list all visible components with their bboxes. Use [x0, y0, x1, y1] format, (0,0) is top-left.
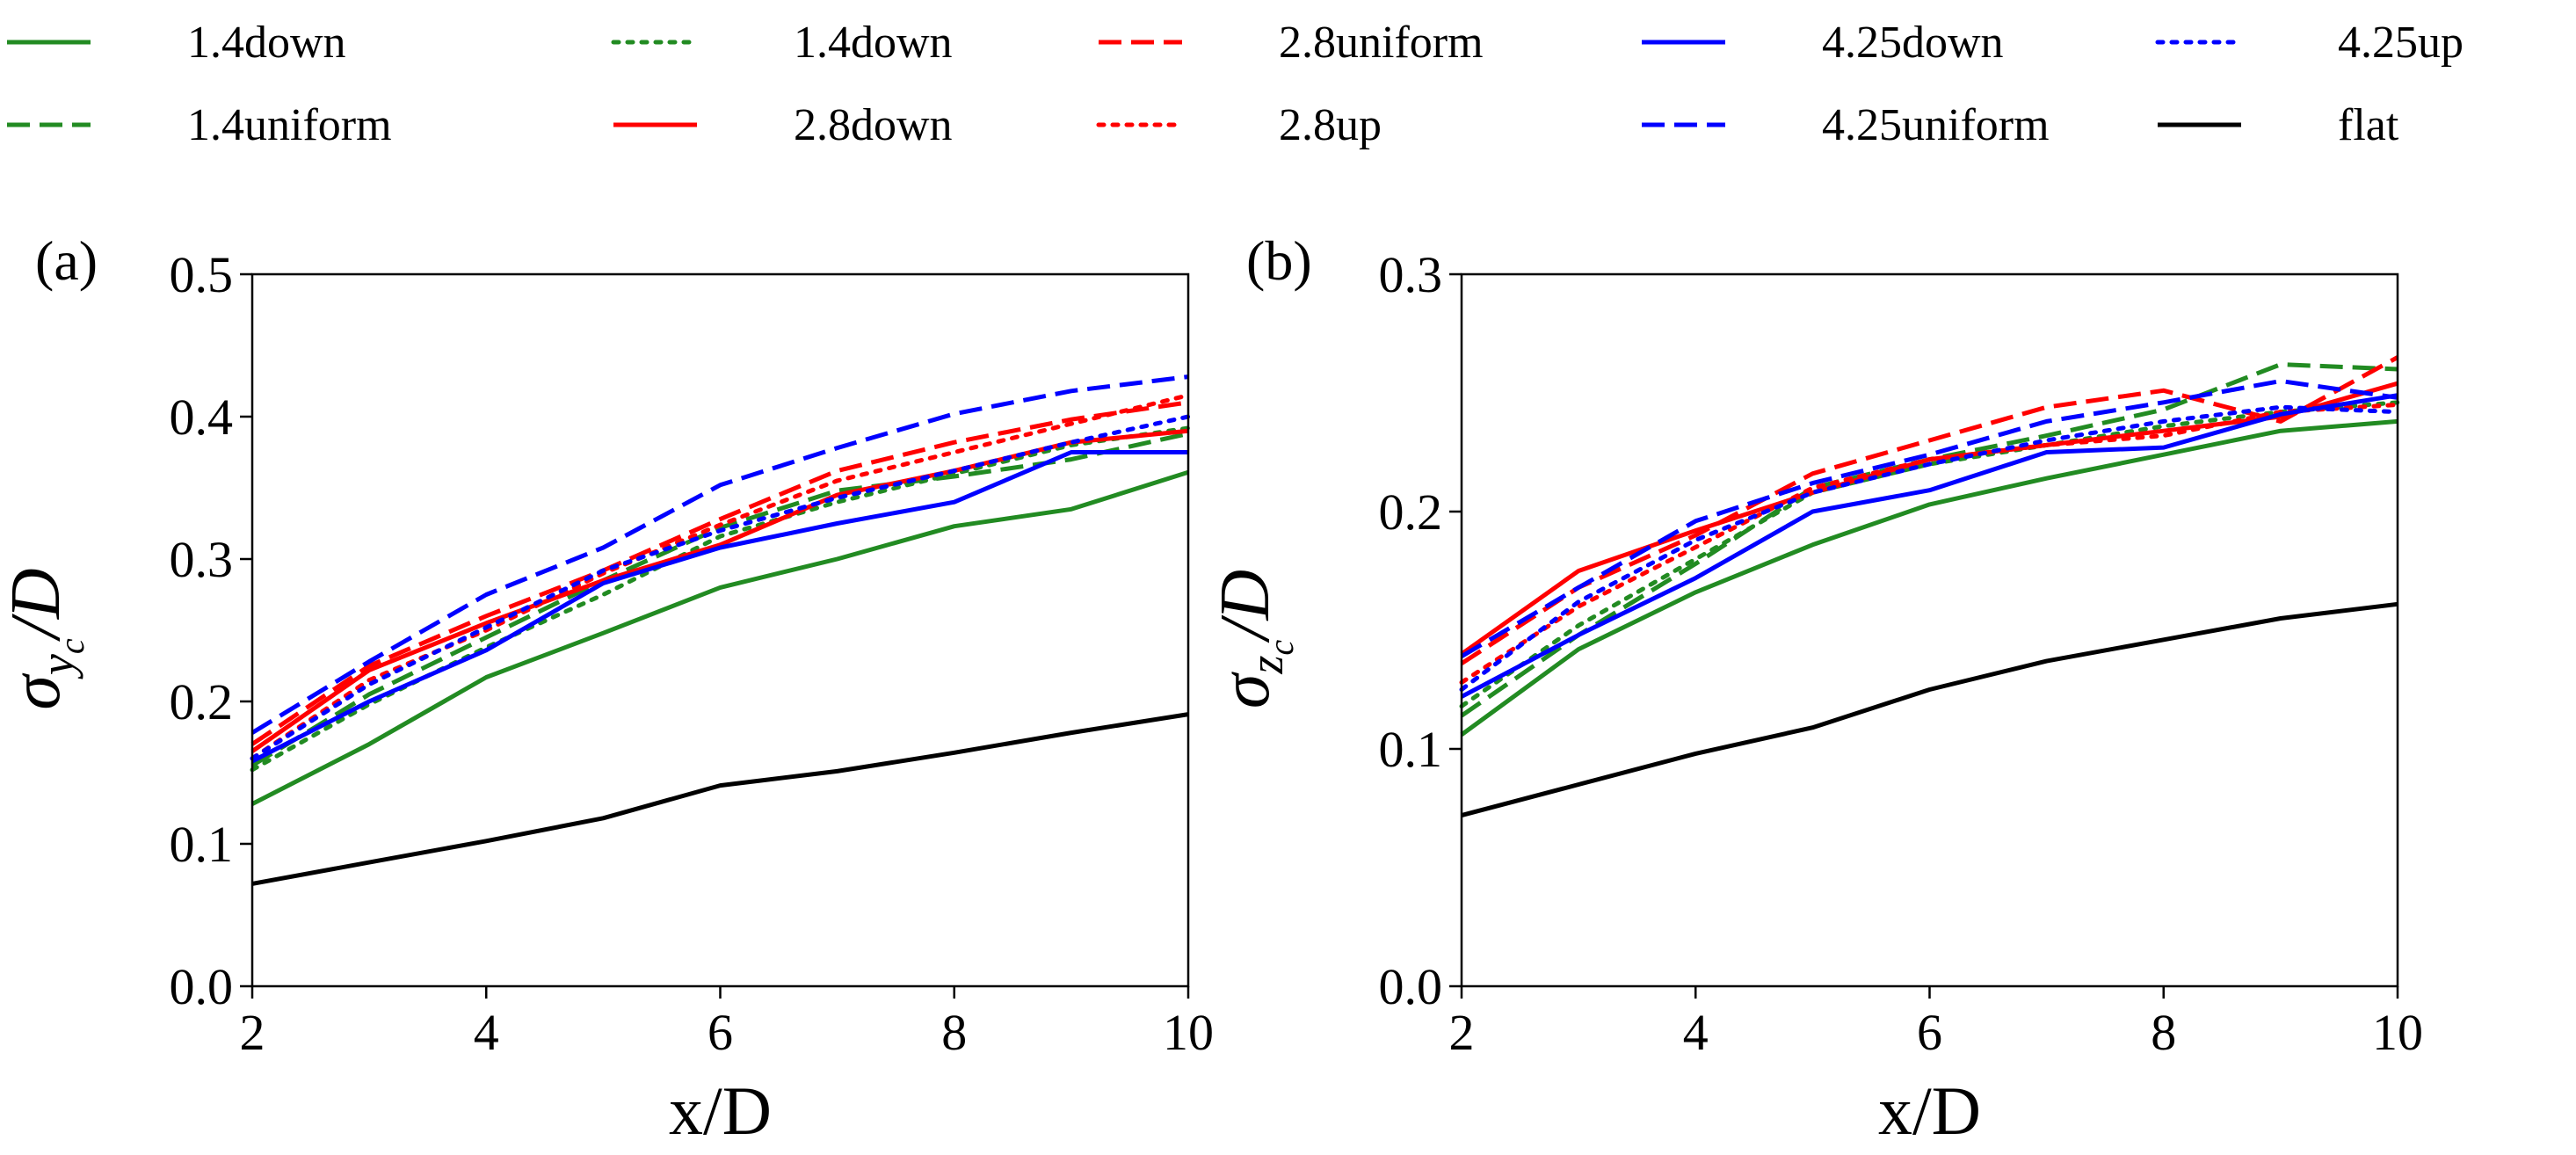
series-line-flat-solid — [1461, 601, 2398, 818]
axes-frame — [250, 272, 1190, 988]
y-tick-label: 0.4 — [170, 389, 234, 446]
x-tick-label: 4 — [1683, 1004, 1709, 1061]
x-tick-label: 2 — [1449, 1004, 1475, 1061]
x-tick-label: 8 — [2151, 1004, 2176, 1061]
y-tick-label: 0.1 — [170, 816, 234, 873]
legend-item-2-8down-solid: 2.8down — [613, 100, 953, 150]
legend-item-4-25uniform-dashed: 4.25uniform — [1642, 100, 2050, 150]
legend-item-4-25down-solid: 4.25down — [1642, 18, 2004, 68]
panel-label: (a) — [35, 229, 98, 292]
y-tick-label: 0.0 — [170, 958, 234, 1015]
legend-label: 4.25down — [1822, 18, 2004, 68]
x-tick-label: 10 — [1163, 1004, 1214, 1061]
series-line-1-4down-dotted — [1459, 400, 2400, 708]
y-label-symbol: σ — [1207, 672, 1284, 708]
y-label-rest: /D — [1207, 570, 1284, 643]
legend-label: 1.4uniform — [187, 100, 392, 150]
series-line-2-8down-solid — [250, 428, 1189, 753]
y-tick-label: 0.1 — [1379, 721, 1443, 778]
y-tick-label: 0.2 — [1379, 483, 1443, 541]
legend-label: 1.4down — [187, 18, 346, 68]
legend-item-1-4down-dotted: 1.4down — [611, 18, 953, 68]
x-tick-label: 4 — [474, 1004, 499, 1061]
x-tick-label: 10 — [2372, 1004, 2423, 1061]
panel-label: (b) — [1246, 229, 1312, 292]
legend-item-2-8up-dotted: 2.8up — [1096, 100, 1382, 150]
y-label-subscript: y — [31, 654, 83, 679]
legend-label: flat — [2338, 100, 2399, 150]
legend-label: 2.8uniform — [1279, 18, 1484, 68]
y-axis-label: σzc/D — [1207, 570, 1301, 708]
x-tick-label: 8 — [941, 1004, 967, 1061]
panel-b-chart: 2 4 6 8 10 0.0 0.1 0.2 0.3 x/D σzc/D (b) — [1207, 229, 2423, 1149]
series-line-2-8uniform-dashed — [250, 400, 1189, 746]
x-tick-label: 2 — [240, 1004, 265, 1061]
legend-label: 2.8up — [1279, 100, 1382, 150]
series-line-2-8up-dotted — [1459, 403, 2400, 685]
legend: 1.4down 1.4down 2.8uniform 4.25down 4.25up 1.… — [7, 18, 2464, 150]
legend-label: 2.8down — [794, 100, 953, 150]
y-tick-label: 0.2 — [170, 673, 234, 730]
y-label-subsubscript: c — [52, 638, 91, 654]
series-line-4-25up-dotted — [250, 414, 1191, 761]
y-tick-label: 0.3 — [1379, 246, 1443, 303]
y-label-subscript: z — [1240, 656, 1293, 675]
legend-label: 4.25uniform — [1822, 100, 2050, 150]
x-tick-label: 6 — [707, 1004, 733, 1061]
panel-a-chart: 2 4 6 8 10 0.0 0.1 0.2 0.3 0.4 0.5 x/D σyc/D (a) — [0, 229, 1214, 1149]
legend-label: 1.4down — [794, 18, 953, 68]
legend-item-2-8uniform-dashed: 2.8uniform — [1099, 18, 1484, 68]
series-line-1-4down-solid — [1460, 418, 2398, 737]
series-line-4-25down-solid — [1460, 393, 2398, 699]
x-tick-label: 6 — [1917, 1004, 1942, 1061]
series-line-4-25up-dotted — [1459, 404, 2400, 692]
series-line-1-4down-solid — [250, 469, 1189, 806]
legend-label: 4.25up — [2338, 18, 2464, 68]
series-line-2-8uniform-dashed — [1460, 355, 2399, 665]
legend-item-1-4down-solid: 1.4down — [7, 18, 346, 68]
legend-item-flat-solid: flat — [2158, 100, 2399, 150]
series-line-flat-solid — [251, 712, 1189, 886]
legend-item-1-4uniform-dashed: 1.4uniform — [7, 100, 392, 150]
series-line-4-25uniform-dashed — [1460, 379, 2398, 658]
legend-item-4-25up-dotted: 4.25up — [2155, 18, 2464, 68]
x-axis-label: x/D — [669, 1072, 772, 1149]
axes-frame — [1460, 272, 2399, 988]
series-line-4-25down-solid — [250, 450, 1188, 764]
y-tick-label: 0.0 — [1379, 958, 1443, 1015]
series-line-4-25uniform-dashed — [250, 374, 1189, 735]
y-tick-label: 0.3 — [170, 531, 234, 588]
y-axis-label: σyc/D — [0, 568, 91, 709]
series-line-1-4uniform-dashed — [250, 431, 1189, 768]
y-label-rest: /D — [0, 568, 75, 642]
x-axis-label: x/D — [1878, 1072, 1981, 1149]
series-line-1-4down-dotted — [250, 425, 1191, 773]
y-tick-label: 0.5 — [170, 246, 234, 303]
y-label-symbol: σ — [0, 673, 75, 710]
y-label-subsubscript: c — [1261, 640, 1301, 656]
